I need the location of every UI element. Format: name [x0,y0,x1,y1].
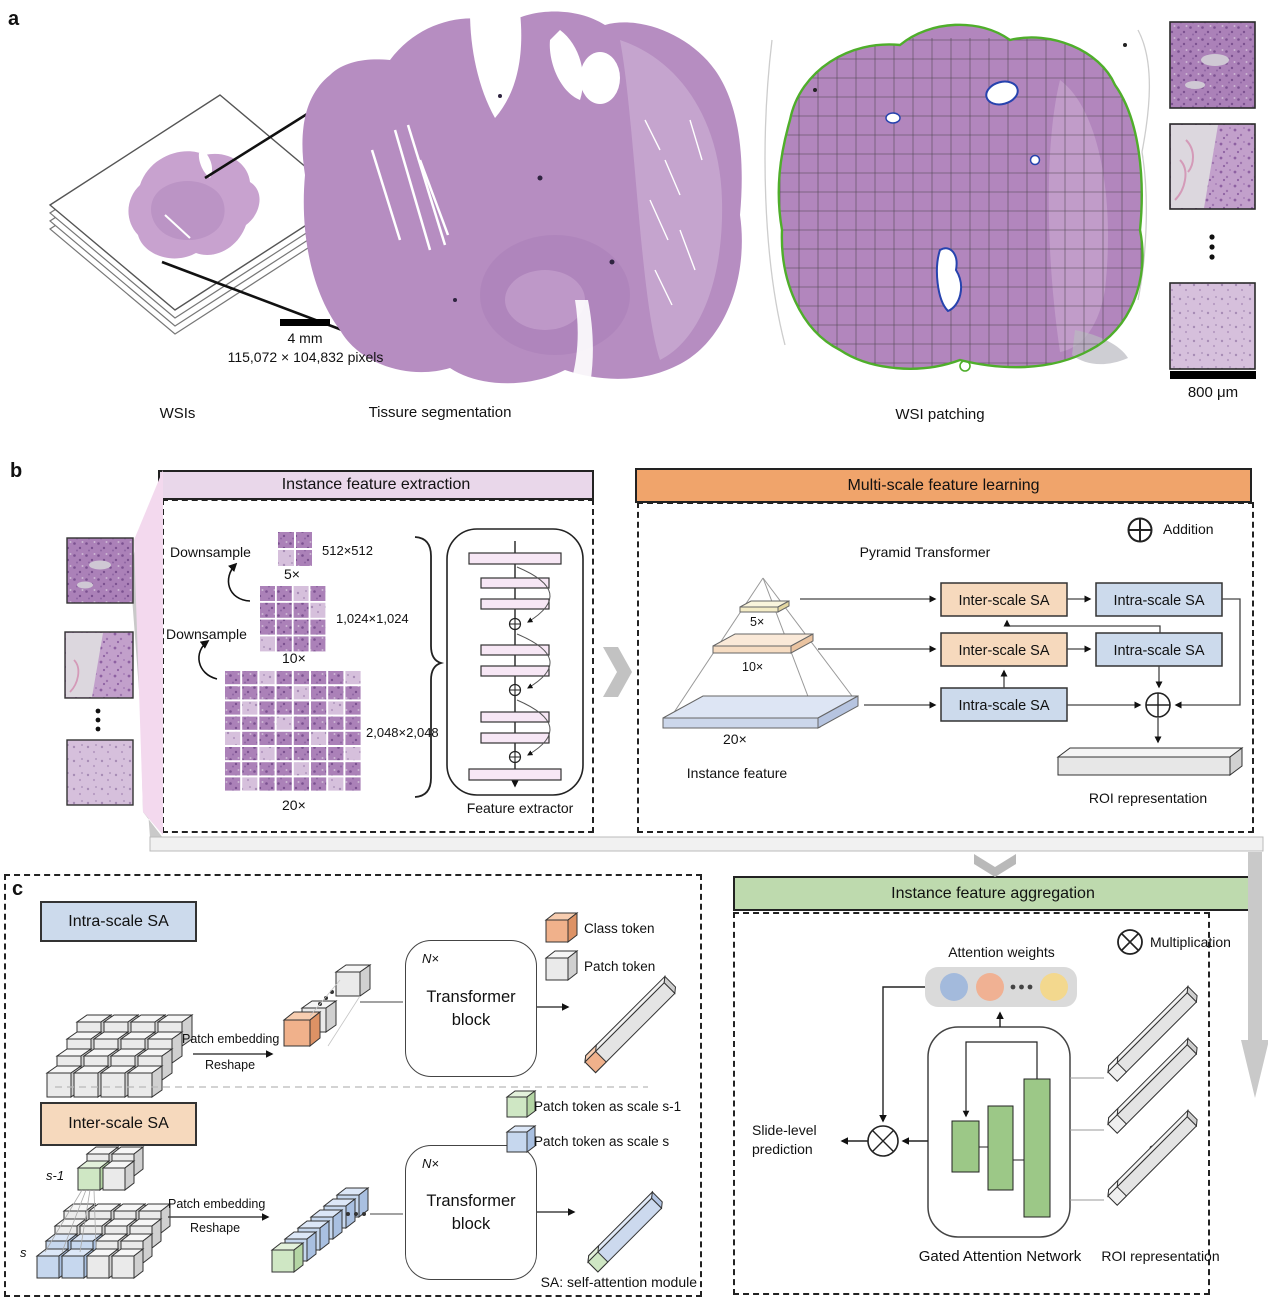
multiscale-dashed-box [637,502,1254,833]
tissue-streaks [644,119,703,306]
multiplication-legend-label: Multiplication [1150,934,1231,950]
patch-thumbnails-b [64,537,134,806]
scale-s-label: s [20,1245,27,1260]
transformer-block-intra-label: Transformer block [426,988,516,1029]
roi-representation-label-c: ROI representation [1101,1248,1220,1264]
transformer-block-inter: N× Transformer block [405,1145,537,1280]
attention-weights-label: Attention weights [948,944,1055,960]
panel-c-label: c [12,878,24,900]
extraction-header: Instance feature extraction [158,470,594,500]
panel-b-label: b [10,460,23,482]
patch-thumb-3 [1169,282,1256,370]
tissue-slashes [370,124,450,251]
patch-token-s-legend: Patch token as scale s [534,1134,670,1149]
flow-chevron-right-icon [603,647,632,697]
scale-4mm-label: 4 mm [287,330,323,346]
panel-a-label: a [8,8,20,30]
sa-note: SA: self-attention module [540,1274,697,1290]
flow-chevron-down-icon [974,854,1016,877]
intra-sa-legend-label: Intra-scale SA [68,912,169,930]
downsample-top-label: Downsample [170,544,251,560]
n-times-intra: N× [422,951,439,966]
pyramid-mag-10x: 10× [742,660,764,674]
patch-embedding-intra: Patch embedding [182,1032,280,1046]
n-times-inter: N× [422,1156,439,1171]
slide-level-label-2: prediction [752,1141,813,1157]
scale-bar-4mm [280,319,330,326]
inter-sa-legend-label: Inter-scale SA [68,1115,169,1132]
slide-level-label-1: Slide-level [752,1122,817,1138]
transformer-block-inter-label: Transformer block [426,1192,516,1233]
segmentation-contour-green [777,23,1144,370]
downsample-bottom-label: Downsample [166,626,247,642]
wsi-stack-tissue [128,151,260,259]
class-token-legend: Class token [584,921,655,936]
annotation-contours-blue [885,80,1041,313]
mag-10x-label: 10× [282,650,306,666]
wsi-stack [48,60,391,335]
addition-legend-label: Addition [1163,521,1214,537]
patching-caption: WSI patching [895,406,985,423]
patch-thumb-1 [1169,21,1256,109]
scale-s1-label: s-1 [46,1168,65,1183]
mag-20x-label: 20× [282,797,306,813]
patch-thumb-2 [1169,123,1256,210]
pyramid-mag-5x: 5× [750,615,765,629]
feature-extractor-label: Feature extractor [466,800,574,816]
pyramid-title: Pyramid Transformer [859,544,991,560]
scale-800um-label: 800 μm [1187,384,1239,401]
patch-token-s1-legend: Patch token as scale s-1 [534,1099,682,1114]
aggregation-header: Instance feature aggregation [733,876,1253,911]
gated-attention-network-label: Gated Attention Network [918,1248,1082,1265]
transformer-block-intra: N× Transformer block [405,940,537,1077]
aggregation-header-label: Instance feature aggregation [891,884,1095,902]
patch-grid-lines [778,38,1142,369]
instance-feature-label: Instance feature [686,765,788,781]
scale-bar-800um [1170,371,1256,379]
flow-band [149,836,1264,852]
aggregation-dashed-box [733,912,1210,1295]
sa-detail-dashed-box [4,874,702,1297]
wsi-patching-image [764,23,1151,372]
extraction-dashed-box [162,499,594,833]
roi-representation-label-b: ROI representation [1088,790,1208,806]
multiscale-header: Multi-scale feature learning [635,468,1252,503]
callout-line-bottom [161,260,351,335]
extraction-header-label: Instance feature extraction [281,476,471,493]
segmentation-caption: Tissure segmentation [368,404,512,421]
pyramid-mag-20x: 20× [723,731,747,747]
resolution-label: 115,072 × 104,832 pixels [227,349,384,365]
size-512-label: 512×512 [322,543,373,558]
intra-sa-legend-box: Intra-scale SA [40,901,197,942]
patch-thumbnails-a [1169,21,1256,379]
tissue-segmentation-image [280,11,742,385]
multiscale-header-label: Multi-scale feature learning [847,476,1040,494]
size-1024-label: 1,024×1,024 [336,611,409,626]
wsis-caption: WSIs [159,405,196,422]
reshape-intra: Reshape [205,1058,256,1072]
mag-5x-label: 5× [284,566,300,582]
patch-embedding-inter: Patch embedding [168,1197,266,1211]
callout-line-top [204,60,391,180]
size-2048-label: 2,048×2,048 [366,725,439,740]
inter-sa-legend-box: Inter-scale SA [40,1102,197,1146]
patch-token-legend: Patch token [584,959,656,974]
reshape-inter: Reshape [190,1221,241,1235]
